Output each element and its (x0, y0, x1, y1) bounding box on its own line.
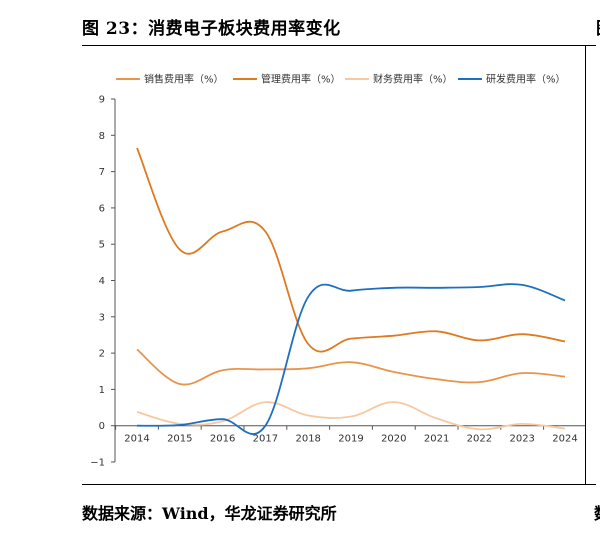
figure-title: 图 23：消费电子板块费用率变化 (82, 19, 341, 39)
x-tick-label: 2022 (467, 434, 492, 445)
column-divider (585, 45, 586, 485)
x-tick-label: 2015 (167, 434, 192, 445)
x-tick-label: 2024 (552, 434, 577, 445)
x-tick-label: 2019 (338, 434, 363, 445)
top-rule (82, 45, 596, 46)
y-tick-label: −1 (90, 458, 105, 469)
series-line-2 (136, 401, 566, 431)
y-axis: −1 0 1 2 3 4 5 6 7 8 9 (90, 95, 116, 469)
legend-label-0: 销售费用率（%） (144, 73, 224, 86)
x-tick-label: 2017 (253, 434, 278, 445)
x-axis: 2014 2015 2016 2017 2018 2019 2020 2021 2022 2023… (115, 425, 585, 445)
legend-label-1: 管理费用率（%） (261, 73, 341, 86)
adjacent-figure-title-fragment: 图 (596, 14, 600, 39)
x-tick-label: 2016 (210, 434, 235, 445)
series-line-0 (136, 348, 566, 386)
y-tick-label: 5 (99, 240, 105, 251)
y-tick-label: 0 (99, 421, 105, 432)
legend-label-2: 财务费用率（%） (373, 73, 453, 86)
source-note: 数据来源：Wind，华龙证券研究所 (82, 504, 337, 523)
y-tick-label: 3 (99, 312, 105, 323)
y-tick-label: 8 (99, 131, 105, 142)
chart-legend: 销售费用率（%） 管理费用率（%） 财务费用率（%） 研发费用率（%） (116, 73, 566, 86)
bottom-rule (82, 484, 596, 485)
adjacent-source-fragment: 数 (594, 500, 600, 524)
series-line-1 (136, 147, 566, 353)
series-lines (136, 147, 566, 435)
x-tick-label: 2014 (124, 434, 149, 445)
series-line-3 (136, 283, 566, 435)
x-tick-label: 2018 (295, 434, 320, 445)
y-tick-label: 2 (99, 349, 105, 360)
y-tick-label: 1 (99, 385, 105, 396)
x-tick-label: 2021 (424, 434, 449, 445)
legend-label-3: 研发费用率（%） (486, 73, 566, 86)
x-tick-label: 2023 (509, 434, 534, 445)
y-tick-label: 7 (99, 167, 105, 178)
y-tick-label: 4 (99, 276, 105, 287)
y-tick-label: 6 (99, 203, 105, 214)
y-tick-label: 9 (99, 95, 105, 106)
x-tick-label: 2020 (381, 434, 406, 445)
